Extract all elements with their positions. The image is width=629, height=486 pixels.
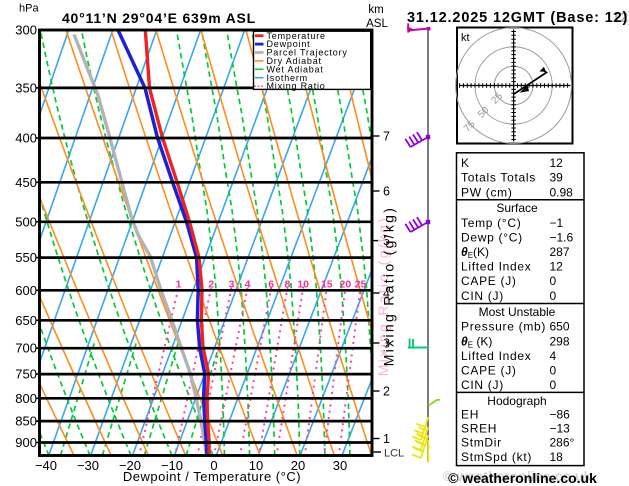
svg-text:km: km	[368, 4, 383, 16]
svg-text:CAPE (J): CAPE (J)	[461, 274, 517, 288]
svg-text:PW (cm): PW (cm)	[461, 185, 513, 199]
svg-text:Surface: Surface	[496, 201, 538, 215]
svg-text:10: 10	[297, 279, 309, 291]
svg-text:Temperature: Temperature	[267, 31, 326, 41]
svg-text:6: 6	[383, 185, 390, 199]
svg-text:Hodograph: Hodograph	[487, 394, 546, 408]
svg-text:Temp (°C): Temp (°C)	[461, 216, 521, 230]
svg-text:650: 650	[550, 320, 570, 334]
svg-text:550: 550	[15, 250, 37, 265]
svg-text:CIN (J): CIN (J)	[461, 378, 504, 392]
svg-text:−1.6: −1.6	[550, 230, 574, 244]
svg-text:−13: −13	[550, 422, 571, 436]
svg-text:1: 1	[383, 432, 390, 446]
svg-text:700: 700	[15, 341, 37, 356]
svg-text:286°: 286°	[550, 436, 575, 450]
svg-text:5: 5	[383, 234, 390, 248]
svg-text:Dewpoint: Dewpoint	[267, 39, 311, 49]
svg-text:4: 4	[383, 287, 390, 301]
svg-text:Lifted Index: Lifted Index	[461, 349, 531, 363]
svg-text:hPa: hPa	[19, 3, 39, 15]
svg-text:900: 900	[15, 435, 37, 450]
svg-text:298: 298	[550, 334, 570, 348]
svg-text:Dewpoint / Temperature (°C): Dewpoint / Temperature (°C)	[123, 469, 301, 484]
svg-text:600: 600	[15, 283, 37, 298]
svg-text:12: 12	[550, 260, 564, 274]
svg-text:3: 3	[229, 279, 235, 291]
svg-text:18: 18	[550, 450, 564, 464]
svg-text:10: 10	[249, 458, 263, 473]
svg-text:0: 0	[550, 364, 557, 378]
svg-text:2: 2	[383, 385, 390, 399]
svg-text:400: 400	[15, 131, 37, 146]
svg-text:−86: −86	[550, 407, 571, 421]
svg-text:850: 850	[15, 414, 37, 429]
svg-text:30: 30	[333, 458, 347, 473]
svg-text:12): 12)	[612, 10, 629, 26]
svg-text:Pressure (mb): Pressure (mb)	[461, 320, 546, 334]
svg-text:Dewp (°C): Dewp (°C)	[461, 230, 523, 244]
svg-text:StmDir: StmDir	[461, 436, 502, 450]
svg-text:7: 7	[383, 130, 390, 144]
svg-text:4: 4	[245, 279, 251, 291]
svg-text:350: 350	[15, 80, 37, 95]
svg-text:12: 12	[550, 156, 564, 170]
svg-text:CIN (J): CIN (J)	[461, 289, 504, 303]
svg-text:0: 0	[550, 289, 557, 303]
svg-text:Most Unstable: Most Unstable	[479, 305, 556, 319]
svg-text:Mixing Ratio (g/kg): Mixing Ratio (g/kg)	[381, 206, 397, 366]
svg-text:ASL: ASL	[366, 18, 388, 30]
svg-text:4: 4	[550, 349, 557, 363]
svg-text:Parcel Trajectory: Parcel Trajectory	[267, 48, 348, 58]
svg-text:3: 3	[383, 337, 390, 351]
svg-text:31.12.2025 12GMT (Base: 12): 31.12.2025 12GMT (Base: 12)	[407, 10, 628, 26]
svg-text:StmSpd (kt): StmSpd (kt)	[461, 450, 532, 464]
svg-text:LCL: LCL	[384, 448, 404, 460]
svg-text:8: 8	[284, 279, 290, 291]
svg-text:20: 20	[291, 458, 305, 473]
svg-text:450: 450	[15, 175, 37, 190]
svg-text:−20: −20	[119, 458, 141, 473]
svg-text:39: 39	[550, 171, 564, 185]
svg-text:K: K	[461, 156, 470, 170]
svg-text:θE (K): θE (K)	[461, 334, 492, 349]
svg-text:500: 500	[15, 214, 37, 229]
svg-text:−30: −30	[77, 458, 99, 473]
svg-text:15: 15	[321, 279, 333, 291]
svg-text:6: 6	[268, 279, 274, 291]
svg-text:2: 2	[208, 279, 214, 291]
svg-text:40°11’N 29°04’E 639m ASL: 40°11’N 29°04’E 639m ASL	[62, 10, 256, 26]
svg-text:0: 0	[210, 458, 217, 473]
svg-text:Wet Adiabat: Wet Adiabat	[267, 64, 324, 74]
svg-text:800: 800	[15, 391, 37, 406]
svg-text:Lifted Index: Lifted Index	[461, 260, 531, 274]
svg-text:© weatheronline.co.uk: © weatheronline.co.uk	[448, 470, 597, 486]
svg-text:25: 25	[355, 279, 367, 291]
svg-text:EH: EH	[461, 407, 479, 421]
svg-text:1: 1	[176, 279, 182, 291]
svg-text:Isotherm: Isotherm	[267, 73, 308, 83]
svg-text:Totals Totals: Totals Totals	[461, 171, 536, 185]
svg-text:750: 750	[15, 367, 37, 382]
svg-text:kt: kt	[461, 32, 470, 44]
svg-text:300: 300	[15, 23, 37, 38]
svg-text:650: 650	[15, 313, 37, 328]
svg-text:Mixing Ratio: Mixing Ratio	[267, 81, 326, 91]
svg-text:0.98: 0.98	[550, 185, 574, 199]
svg-text:287: 287	[550, 245, 570, 259]
svg-text:Mixing Ratio (g/kg): Mixing Ratio (g/kg)	[375, 216, 391, 376]
svg-text:20: 20	[340, 279, 352, 291]
svg-text:Dry Adiabat: Dry Adiabat	[267, 56, 322, 66]
svg-text:θE(K): θE(K)	[461, 245, 489, 260]
svg-text:−1: −1	[550, 216, 564, 230]
svg-text:SREH: SREH	[461, 422, 497, 436]
svg-text:−10: −10	[161, 458, 183, 473]
svg-text:CAPE (J): CAPE (J)	[461, 364, 517, 378]
svg-text:−40: −40	[35, 458, 57, 473]
svg-text:© weatheronline.co.uk: © weatheronline.co.uk	[443, 468, 592, 484]
svg-text:0: 0	[550, 274, 557, 288]
svg-text:0: 0	[550, 378, 557, 392]
